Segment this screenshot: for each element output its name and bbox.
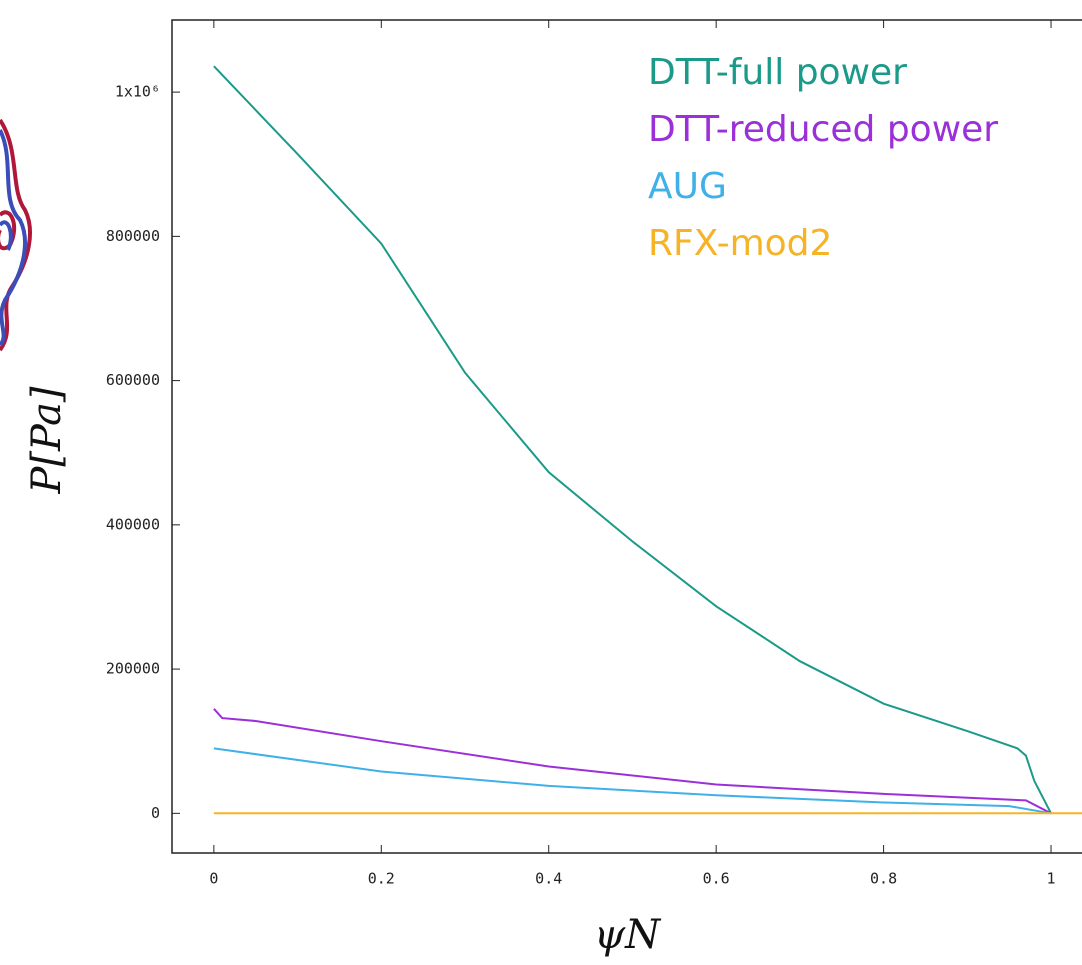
x-axis-label: ψN [594,912,662,958]
series-line [213,708,1052,815]
x-tick-label: 0.4 [535,870,562,888]
x-tick-label: 1 [1047,870,1056,888]
x-tick-label: 0.6 [703,870,730,888]
plot-area [213,65,1082,815]
x-tick-label: 0.2 [368,870,395,888]
y-tick-label: 1x10⁶ [115,83,160,101]
y-tick-label: 0 [151,804,160,822]
plot-frame [171,19,1082,854]
legend-entry: DTT-reduced power [648,109,998,150]
legend-entry: AUG [648,166,727,207]
series-line [213,747,1052,815]
series-line [213,65,1052,814]
y-axis-label: P[Pa] [24,386,70,494]
legend-entry: RFX-mod2 [648,223,832,264]
legend-entry: DTT-full power [648,52,907,93]
coil-sketch [0,118,32,352]
y-tick-label: 400000 [106,515,160,533]
y-tick-label: 600000 [106,371,160,389]
x-tick-label: 0.8 [870,870,897,888]
x-tick-label: 0 [209,870,218,888]
y-tick-label: 800000 [106,227,160,245]
y-tick-label: 200000 [106,660,160,678]
